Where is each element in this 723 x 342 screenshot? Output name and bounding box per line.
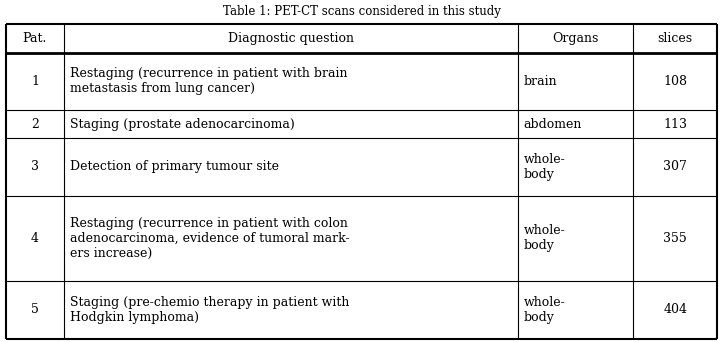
Text: Detection of primary tumour site: Detection of primary tumour site bbox=[70, 160, 279, 173]
Text: whole-
body: whole- body bbox=[523, 224, 565, 252]
Text: whole-
body: whole- body bbox=[523, 296, 565, 324]
Text: 113: 113 bbox=[663, 118, 688, 131]
Text: Staging (prostate adenocarcinoma): Staging (prostate adenocarcinoma) bbox=[70, 118, 295, 131]
Text: Table 1: PET-CT scans considered in this study: Table 1: PET-CT scans considered in this… bbox=[223, 5, 500, 18]
Text: 2: 2 bbox=[31, 118, 39, 131]
Text: Restaging (recurrence in patient with brain
metastasis from lung cancer): Restaging (recurrence in patient with br… bbox=[70, 67, 348, 95]
Text: 1: 1 bbox=[31, 75, 39, 88]
Text: 3: 3 bbox=[31, 160, 39, 173]
Text: brain: brain bbox=[523, 75, 557, 88]
Text: whole-
body: whole- body bbox=[523, 153, 565, 181]
Text: abdomen: abdomen bbox=[523, 118, 582, 131]
Text: Organs: Organs bbox=[552, 32, 599, 45]
Text: 5: 5 bbox=[31, 303, 39, 316]
Text: slices: slices bbox=[658, 32, 693, 45]
Text: Pat.: Pat. bbox=[22, 32, 47, 45]
Text: Diagnostic question: Diagnostic question bbox=[228, 32, 354, 45]
Text: 404: 404 bbox=[663, 303, 688, 316]
Text: Restaging (recurrence in patient with colon
adenocarcinoma, evidence of tumoral : Restaging (recurrence in patient with co… bbox=[70, 217, 349, 260]
Text: 4: 4 bbox=[31, 232, 39, 245]
Text: 307: 307 bbox=[663, 160, 687, 173]
Text: 108: 108 bbox=[663, 75, 688, 88]
Text: Staging (pre-chemio therapy in patient with
Hodgkin lymphoma): Staging (pre-chemio therapy in patient w… bbox=[70, 296, 349, 324]
Text: 355: 355 bbox=[664, 232, 687, 245]
